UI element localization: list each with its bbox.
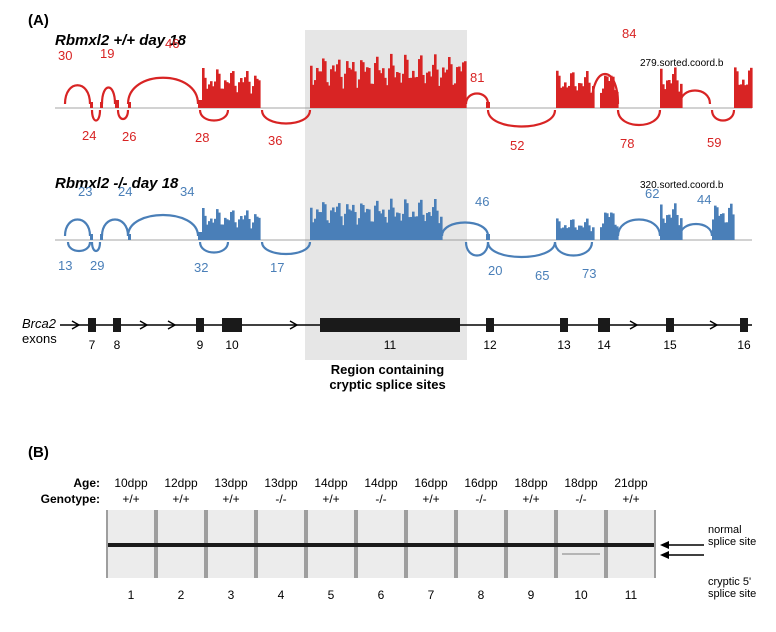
gel-arrows [0,0,776,632]
